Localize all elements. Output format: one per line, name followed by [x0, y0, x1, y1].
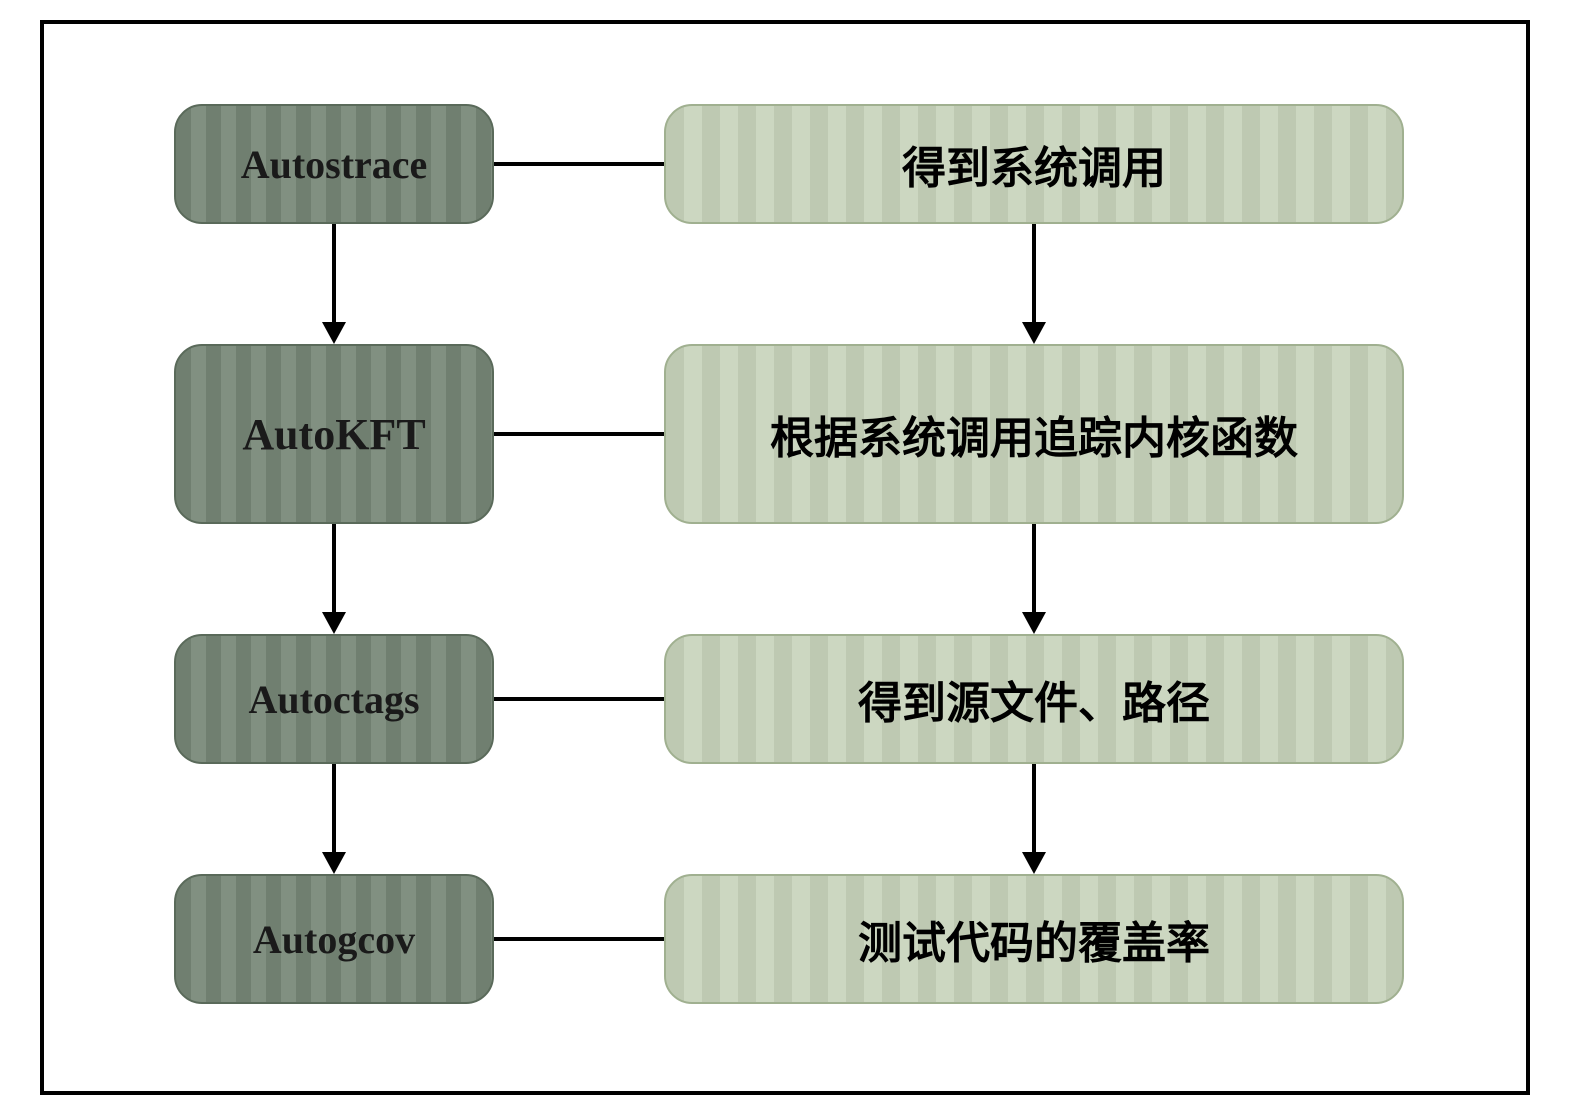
diagram-border: Autostrace AutoKFT Autoctags Autogcov 得到…	[40, 20, 1530, 1095]
node-autokft: AutoKFT	[174, 344, 494, 524]
arrow-h-3	[494, 697, 664, 701]
node-label: 得到系统调用	[902, 132, 1166, 196]
node-trace: 根据系统调用追踪内核函数	[664, 344, 1404, 524]
node-syscall: 得到系统调用	[664, 104, 1404, 224]
arrow-h-1	[494, 162, 664, 166]
arrowhead-icon	[1022, 612, 1046, 634]
node-source: 得到源文件、路径	[664, 634, 1404, 764]
arrow-v-right-2	[1032, 524, 1036, 612]
node-autogcov: Autogcov	[174, 874, 494, 1004]
arrow-v-right-3	[1032, 764, 1036, 852]
arrowhead-icon	[322, 322, 346, 344]
arrowhead-icon	[1022, 322, 1046, 344]
arrow-h-2	[494, 432, 664, 436]
arrow-v-right-1	[1032, 224, 1036, 322]
node-label: AutoKFT	[242, 409, 425, 460]
node-label: Autoctags	[248, 676, 419, 723]
arrow-v-left-2	[332, 524, 336, 612]
arrow-v-left-3	[332, 764, 336, 852]
node-autostrace: Autostrace	[174, 104, 494, 224]
arrowhead-icon	[322, 852, 346, 874]
node-autoctags: Autoctags	[174, 634, 494, 764]
arrowhead-icon	[322, 612, 346, 634]
arrow-v-left-1	[332, 224, 336, 322]
arrowhead-icon	[1022, 852, 1046, 874]
diagram-container: Autostrace AutoKFT Autoctags Autogcov 得到…	[44, 24, 1526, 1091]
node-label: 得到源文件、路径	[858, 667, 1210, 731]
node-label: 根据系统调用追踪内核函数	[770, 402, 1298, 466]
node-coverage: 测试代码的覆盖率	[664, 874, 1404, 1004]
node-label: Autogcov	[253, 916, 415, 963]
arrow-h-4	[494, 937, 664, 941]
node-label: 测试代码的覆盖率	[858, 907, 1210, 971]
node-label: Autostrace	[241, 141, 428, 188]
